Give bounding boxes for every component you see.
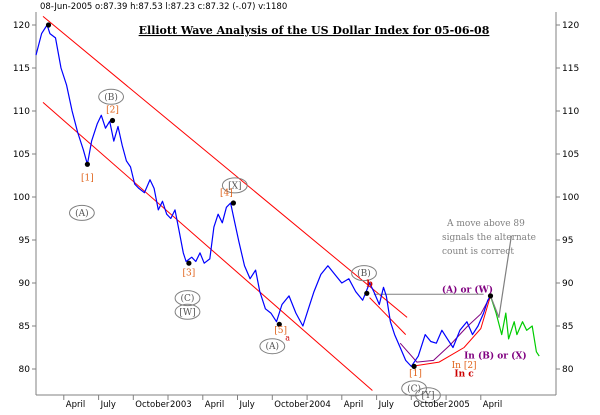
- pivot-dot-3: [186, 260, 192, 266]
- y-tick-label-right-3: 95: [562, 236, 573, 246]
- arc-curves: [399, 295, 491, 367]
- channel-line-1: [42, 102, 373, 391]
- series-line-1: [489, 295, 540, 357]
- annotation-circle-8: [174, 303, 201, 320]
- y-tick-label-right-1: 85: [562, 322, 573, 332]
- x-tick-label-12: April: [483, 400, 502, 410]
- annotation-circle-16: [415, 387, 441, 404]
- series-line-2: [489, 235, 512, 318]
- note-line-3: count is correct: [442, 247, 514, 257]
- pivot-dot-8: [487, 293, 494, 299]
- y-tick-label-left-4: 100: [13, 193, 30, 203]
- x-tick-label-2: October: [135, 400, 170, 410]
- annotation-label-15: (C): [407, 383, 421, 394]
- annotation-label-13: b: [366, 279, 372, 289]
- pivot-dot-0: [45, 22, 52, 28]
- annotation-label-5: [4]: [220, 188, 233, 198]
- annotation-label-1: [2]: [106, 106, 119, 116]
- x-tick-label-8: April: [344, 400, 363, 410]
- x-tick-label-4: April: [205, 400, 224, 410]
- pivot-markers: [45, 22, 494, 369]
- y-tick-label-right-7: 115: [562, 64, 579, 74]
- pivot-dot-6: [364, 290, 370, 296]
- y-tick-label-right-0: 80: [562, 365, 574, 375]
- annotation-label-10: (A): [266, 341, 280, 352]
- annotation-label-6: [3]: [183, 268, 196, 278]
- annotation-label-19: In [2]: [452, 361, 477, 371]
- arc-curve-1: [411, 295, 491, 367]
- annotation-label-14: [1]: [409, 369, 422, 379]
- y-tick-label-right-6: 110: [562, 107, 579, 117]
- y-tick-label-right-4: 100: [562, 193, 579, 203]
- chart-title: Elliott Wave Analysis of the US Dollar I…: [139, 24, 490, 37]
- header-text: 08-Jun-2005 o:87.39 h:87.53 l:87.23 c:87…: [40, 2, 287, 12]
- annotation-label-2: [1]: [81, 174, 94, 184]
- y-tick-label-left-0: 80: [19, 365, 31, 375]
- pivot-dot-7: [411, 363, 417, 369]
- annotation-label-4: [X]: [228, 181, 241, 191]
- wave-labels: (B)[2][1](A)[X][4][3](C)[W][5](A)a(B)b[1…: [69, 88, 527, 404]
- annotation-label-7: (C): [181, 293, 195, 304]
- annotation-circle-3: [69, 204, 95, 221]
- annotation-label-17: (A) or (W): [442, 285, 493, 296]
- annotation-label-11: a: [285, 334, 290, 343]
- pivot-dot-1: [84, 161, 90, 167]
- pivot-dot-5: [276, 321, 282, 327]
- annotation-circle-4: [221, 177, 248, 194]
- annotation-label-9: [5]: [274, 326, 287, 336]
- annotation-label-3: (A): [75, 208, 89, 219]
- price-series: [35, 24, 540, 367]
- annotation-label-0: (B): [104, 92, 118, 103]
- y-tick-label-left-7: 115: [13, 64, 30, 74]
- y-tick-label-left-2: 90: [19, 279, 31, 289]
- y-tick-label-left-6: 110: [13, 107, 30, 117]
- y-tick-label-right-2: 90: [562, 279, 574, 289]
- y-tick-label-right-8: 120: [562, 21, 579, 31]
- annotation-label-12: (B): [357, 268, 371, 279]
- annotation-label-20: In c: [454, 370, 474, 380]
- annotation-circle-12: [351, 265, 377, 282]
- y-axis-ticks: 80 80 85 85 90 90 95 95 100 100 105 105 110 110 115 115…: [13, 21, 580, 375]
- y-tick-label-left-8: 120: [13, 21, 30, 31]
- x-tick-label-10: October: [413, 400, 448, 410]
- channel-line-0: [42, 16, 408, 318]
- annotation-circle-0: [98, 88, 124, 105]
- x-tick-label-7: 2004: [309, 400, 331, 410]
- pivot-dot-2: [109, 117, 116, 124]
- pivot-dot-4: [230, 200, 236, 206]
- annotation-label-18: In (B) or (X): [464, 351, 527, 362]
- annotation-circle-7: [174, 290, 201, 307]
- arc-curve-0: [399, 295, 491, 363]
- series-line-0: [35, 24, 492, 367]
- annotation-circle-10: [259, 338, 286, 355]
- x-tick-label-6: October: [274, 400, 309, 410]
- y-tick-label-right-5: 105: [562, 150, 579, 160]
- y-tick-label-left-1: 85: [19, 322, 30, 332]
- x-tick-label-3: 2003: [170, 400, 192, 410]
- x-tick-label-9: July: [378, 400, 394, 410]
- y-tick-label-left-3: 95: [19, 236, 30, 246]
- annotation-label-8: [W]: [179, 308, 195, 318]
- channel-lines: [42, 16, 408, 391]
- y-tick-label-left-5: 105: [13, 150, 30, 160]
- note-line-2: signals the alternate: [442, 233, 536, 243]
- x-tick-label-5: July: [239, 400, 255, 410]
- note-line-1: A move above 89: [446, 219, 525, 229]
- x-tick-label-11: 2005: [448, 400, 470, 410]
- x-axis-ticks: April July October 2003 April July October 2004…: [63, 395, 502, 410]
- annotation-circle-15: [401, 380, 428, 397]
- annotation-label-16: [Y]: [422, 391, 435, 401]
- x-tick-label-1: July: [100, 400, 116, 410]
- x-tick-label-0: April: [66, 400, 85, 410]
- channel-line-2: [369, 297, 407, 335]
